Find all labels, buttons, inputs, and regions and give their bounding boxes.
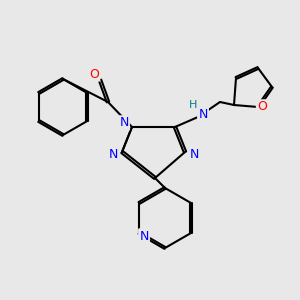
Text: N: N <box>189 148 199 160</box>
Text: N: N <box>139 230 149 242</box>
Text: N: N <box>119 116 129 130</box>
Text: O: O <box>89 68 99 80</box>
Text: N: N <box>198 107 208 121</box>
Text: O: O <box>257 100 267 113</box>
Text: N: N <box>108 148 118 160</box>
Text: H: H <box>189 100 197 110</box>
